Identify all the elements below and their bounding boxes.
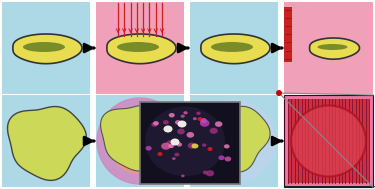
Ellipse shape [181,174,184,177]
Ellipse shape [196,112,201,115]
FancyBboxPatch shape [190,95,278,187]
Ellipse shape [188,143,196,149]
Ellipse shape [177,142,182,147]
Ellipse shape [207,147,213,151]
Ellipse shape [169,113,175,118]
FancyBboxPatch shape [190,2,278,94]
Ellipse shape [152,122,157,127]
FancyBboxPatch shape [96,2,184,94]
Ellipse shape [193,117,197,120]
Ellipse shape [97,98,183,184]
FancyBboxPatch shape [284,95,373,187]
PathPatch shape [107,34,176,64]
Ellipse shape [224,144,230,149]
Ellipse shape [186,132,194,138]
FancyBboxPatch shape [284,2,373,94]
PathPatch shape [100,105,171,171]
FancyBboxPatch shape [96,95,184,187]
Ellipse shape [161,143,171,150]
Ellipse shape [175,120,181,125]
FancyBboxPatch shape [2,95,90,187]
FancyBboxPatch shape [288,99,369,183]
PathPatch shape [8,107,86,180]
Ellipse shape [202,143,206,147]
Circle shape [276,90,282,96]
Ellipse shape [203,170,208,174]
Ellipse shape [107,108,173,174]
Ellipse shape [174,153,179,156]
Ellipse shape [164,125,172,132]
Ellipse shape [145,107,225,176]
PathPatch shape [200,106,270,172]
Ellipse shape [171,139,180,146]
Ellipse shape [117,42,159,52]
Ellipse shape [192,143,198,149]
Ellipse shape [146,146,152,151]
Ellipse shape [177,129,185,134]
Ellipse shape [192,99,276,183]
Ellipse shape [200,118,207,123]
Ellipse shape [163,120,169,125]
Ellipse shape [211,42,253,52]
Ellipse shape [225,156,231,161]
Ellipse shape [210,128,218,134]
Ellipse shape [158,152,162,156]
Ellipse shape [318,44,348,50]
Ellipse shape [177,121,186,128]
PathPatch shape [201,34,270,64]
Ellipse shape [23,42,65,52]
Ellipse shape [180,115,185,118]
Ellipse shape [200,120,210,127]
Ellipse shape [215,121,222,127]
FancyBboxPatch shape [140,102,240,184]
PathPatch shape [13,34,82,64]
PathPatch shape [310,38,360,59]
FancyBboxPatch shape [284,7,292,62]
Ellipse shape [218,155,225,160]
Ellipse shape [198,117,202,121]
Ellipse shape [291,105,366,177]
Ellipse shape [172,157,176,160]
Ellipse shape [183,111,188,114]
Ellipse shape [166,140,174,146]
Ellipse shape [206,170,214,176]
FancyBboxPatch shape [2,2,90,94]
FancyBboxPatch shape [284,2,373,94]
Ellipse shape [168,144,174,148]
Ellipse shape [153,121,159,125]
FancyBboxPatch shape [96,2,184,94]
FancyBboxPatch shape [284,95,373,187]
